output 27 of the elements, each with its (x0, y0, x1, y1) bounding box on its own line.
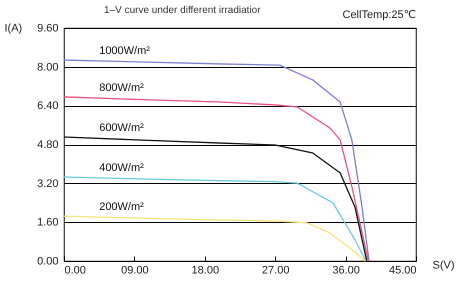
line-series (63, 96, 369, 262)
series-label: 200W/m² (99, 201, 144, 214)
y-tick-label: 1.60 (37, 216, 58, 229)
x-tick-label: 18.00 (192, 264, 220, 276)
y-tick-label: 3.20 (37, 178, 58, 190)
x-tick-label: 36.00 (332, 264, 360, 276)
y-tick-label: 6.40 (37, 100, 58, 112)
series-label: 600W/m² (99, 122, 144, 134)
series-label: 400W/m² (99, 162, 144, 174)
x-tick-label: 27.00 (262, 264, 290, 276)
x-tick-label: 09.00 (121, 264, 149, 276)
series-label: 1000W/m² (99, 45, 150, 58)
line-series (63, 136, 368, 262)
line-series (63, 176, 367, 262)
chart-title: 1–V curve under different irradiatior (104, 5, 262, 16)
series-label: 800W/m² (99, 82, 144, 94)
y-tick-label: 8.00 (37, 61, 58, 74)
line-series (63, 59, 370, 262)
x-axis-title: S(V) (432, 260, 454, 272)
y-tick-label: 0.00 (37, 256, 58, 268)
line-series (63, 215, 366, 262)
y-axis-title: I(A) (4, 22, 22, 34)
y-tick-label: 4.80 (37, 139, 58, 151)
x-tick-label: 0.00 (64, 264, 86, 276)
x-tick-label: 45.00 (388, 264, 416, 276)
y-tick-label: 9.60 (37, 22, 58, 34)
text: CellTemp:25℃ (342, 9, 416, 21)
